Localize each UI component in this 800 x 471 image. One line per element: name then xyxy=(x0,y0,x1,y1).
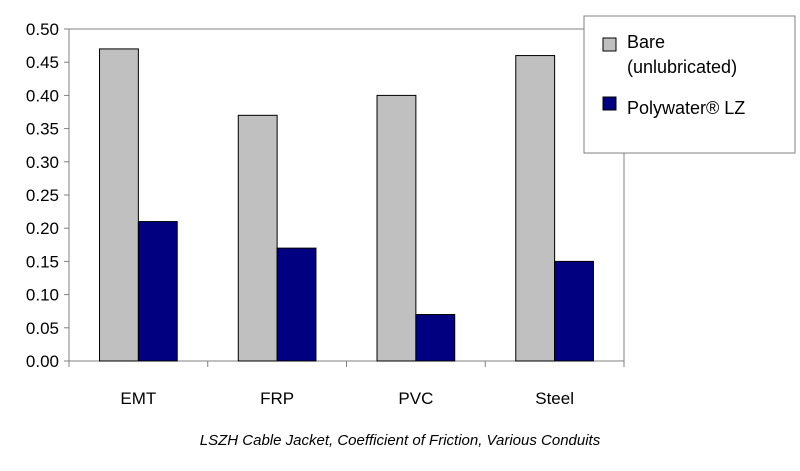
legend-label-1: Polywater® LZ xyxy=(627,98,745,118)
y-tick-label: 0.25 xyxy=(26,186,59,205)
legend: Bare (unlubricated) Polywater® LZ xyxy=(583,15,796,154)
bars xyxy=(99,48,594,362)
legend-label-0: Bare (unlubricated) xyxy=(627,32,737,77)
y-tick-label: 0.35 xyxy=(26,120,59,139)
bar-series-1-emt xyxy=(137,221,178,362)
bar-series-0-steel xyxy=(515,55,556,362)
bar-series-1-steel xyxy=(554,260,594,362)
y-tick-label: 0.20 xyxy=(26,219,59,238)
bar-series-0-pvc xyxy=(376,94,417,362)
bar-series-0-emt xyxy=(99,48,139,362)
y-tick-label: 0.30 xyxy=(26,153,59,172)
chart-title: LSZH Cable Jacket, Coefficient of Fricti… xyxy=(199,432,601,449)
legend-box xyxy=(583,15,796,154)
y-tick-label: 0.00 xyxy=(26,352,59,371)
y-axis: 0.00 0.05 0.10 0.15 0.20 0.25 0.30 0.35 0.40 0.45… xyxy=(26,20,70,371)
y-tick-label: 0.50 xyxy=(26,20,59,39)
y-tick-label: 0.40 xyxy=(26,86,59,105)
legend-swatch-0 xyxy=(602,37,617,52)
y-tick-label: 0.05 xyxy=(26,319,59,338)
y-tick-label: 0.10 xyxy=(26,286,59,305)
y-tick-label: 0.45 xyxy=(26,53,59,72)
bar-series-1-frp xyxy=(276,247,317,362)
x-category-label: PVC xyxy=(398,389,433,408)
x-category-label: EMT xyxy=(120,389,156,408)
y-tick-label: 0.15 xyxy=(26,252,59,271)
x-category-label: FRP xyxy=(260,389,294,408)
legend-swatch-1 xyxy=(602,96,617,111)
x-category-label: Steel xyxy=(535,389,574,408)
bar-series-1-pvc xyxy=(415,314,456,362)
x-axis: EMT FRP PVC Steel xyxy=(68,361,625,408)
bar-series-0-frp xyxy=(237,114,278,362)
